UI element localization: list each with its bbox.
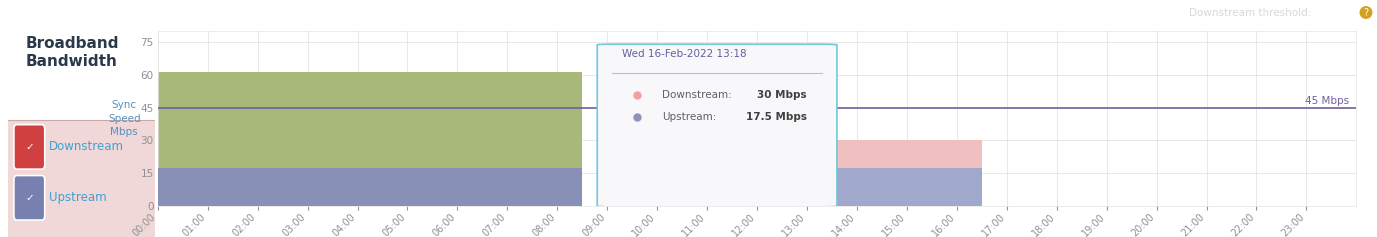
Text: Upstream:: Upstream: xyxy=(662,112,716,122)
FancyBboxPatch shape xyxy=(14,176,44,220)
Text: 45 Mbps: 45 Mbps xyxy=(1305,96,1349,106)
FancyBboxPatch shape xyxy=(14,125,44,169)
Text: ✓: ✓ xyxy=(25,193,33,203)
Text: Sync
Speed
Mbps: Sync Speed Mbps xyxy=(107,100,140,137)
Text: Downstream:: Downstream: xyxy=(662,90,733,100)
Text: 30 Mbps: 30 Mbps xyxy=(757,90,807,100)
Text: Downstream threshold:: Downstream threshold: xyxy=(1190,8,1315,18)
Text: 17.5 Mbps: 17.5 Mbps xyxy=(746,112,807,122)
Text: ✓: ✓ xyxy=(25,142,33,152)
Text: ⌃⌃: ⌃⌃ xyxy=(17,8,33,18)
Text: Wed 16-Feb-2022 13:18: Wed 16-Feb-2022 13:18 xyxy=(622,49,746,59)
FancyBboxPatch shape xyxy=(598,44,837,207)
Text: Broadband
Bandwidth: Broadband Bandwidth xyxy=(26,36,120,68)
Text: ?: ? xyxy=(1363,8,1369,18)
FancyBboxPatch shape xyxy=(8,120,156,237)
Text: Manual: Manual xyxy=(1315,8,1358,18)
Text: Upstream: Upstream xyxy=(50,191,107,204)
Text: Downstream: Downstream xyxy=(50,140,124,153)
